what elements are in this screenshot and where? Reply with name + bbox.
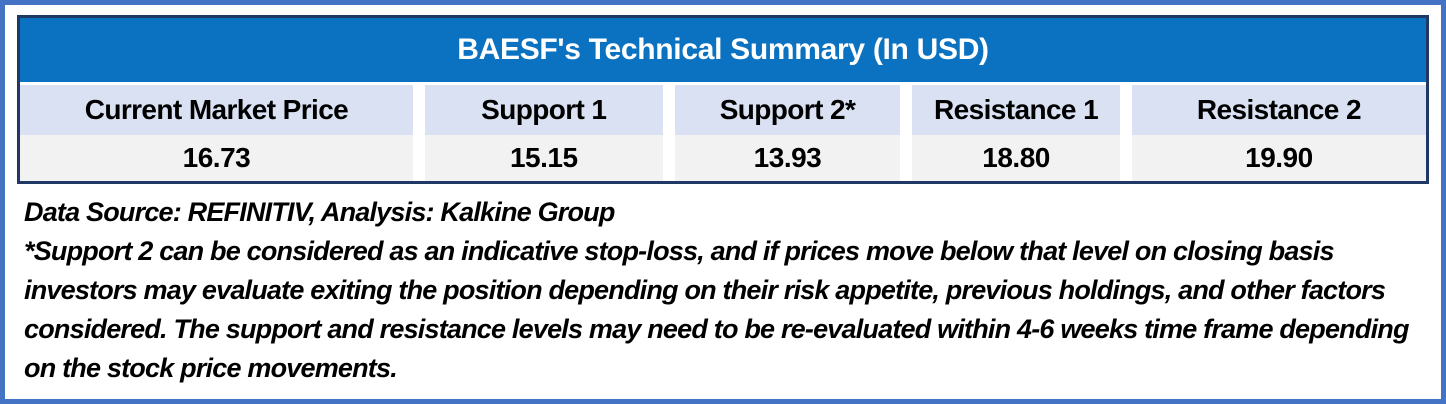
column-header: Resistance 2 [1131,85,1426,135]
column-value: 15.15 [424,135,663,181]
footer-notes: Data Source: REFINITIV, Analysis: Kalkin… [14,184,1432,388]
column-resistance-1: Resistance 1 18.80 [912,85,1120,181]
table-title: BAESF's Technical Summary (In USD) [20,18,1426,85]
support-2-footnote: *Support 2 can be considered as an indic… [24,236,1409,383]
column-value: 16.73 [20,135,413,181]
technical-summary-table: BAESF's Technical Summary (In USD) Curre… [17,15,1429,184]
data-source-line: Data Source: REFINITIV, Analysis: Kalkin… [24,197,615,227]
column-current-market-price: Current Market Price 16.73 [20,85,413,181]
column-support-2: Support 2* 13.93 [674,85,901,181]
column-value: 19.90 [1131,135,1426,181]
column-header: Support 1 [424,85,663,135]
column-header: Current Market Price [20,85,413,135]
column-resistance-2: Resistance 2 19.90 [1131,85,1426,181]
column-header: Support 2* [674,85,901,135]
table-columns: Current Market Price 16.73 Support 1 15.… [20,85,1426,181]
column-header: Resistance 1 [912,85,1120,135]
column-value: 13.93 [674,135,901,181]
column-support-1: Support 1 15.15 [424,85,663,181]
column-value: 18.80 [912,135,1120,181]
